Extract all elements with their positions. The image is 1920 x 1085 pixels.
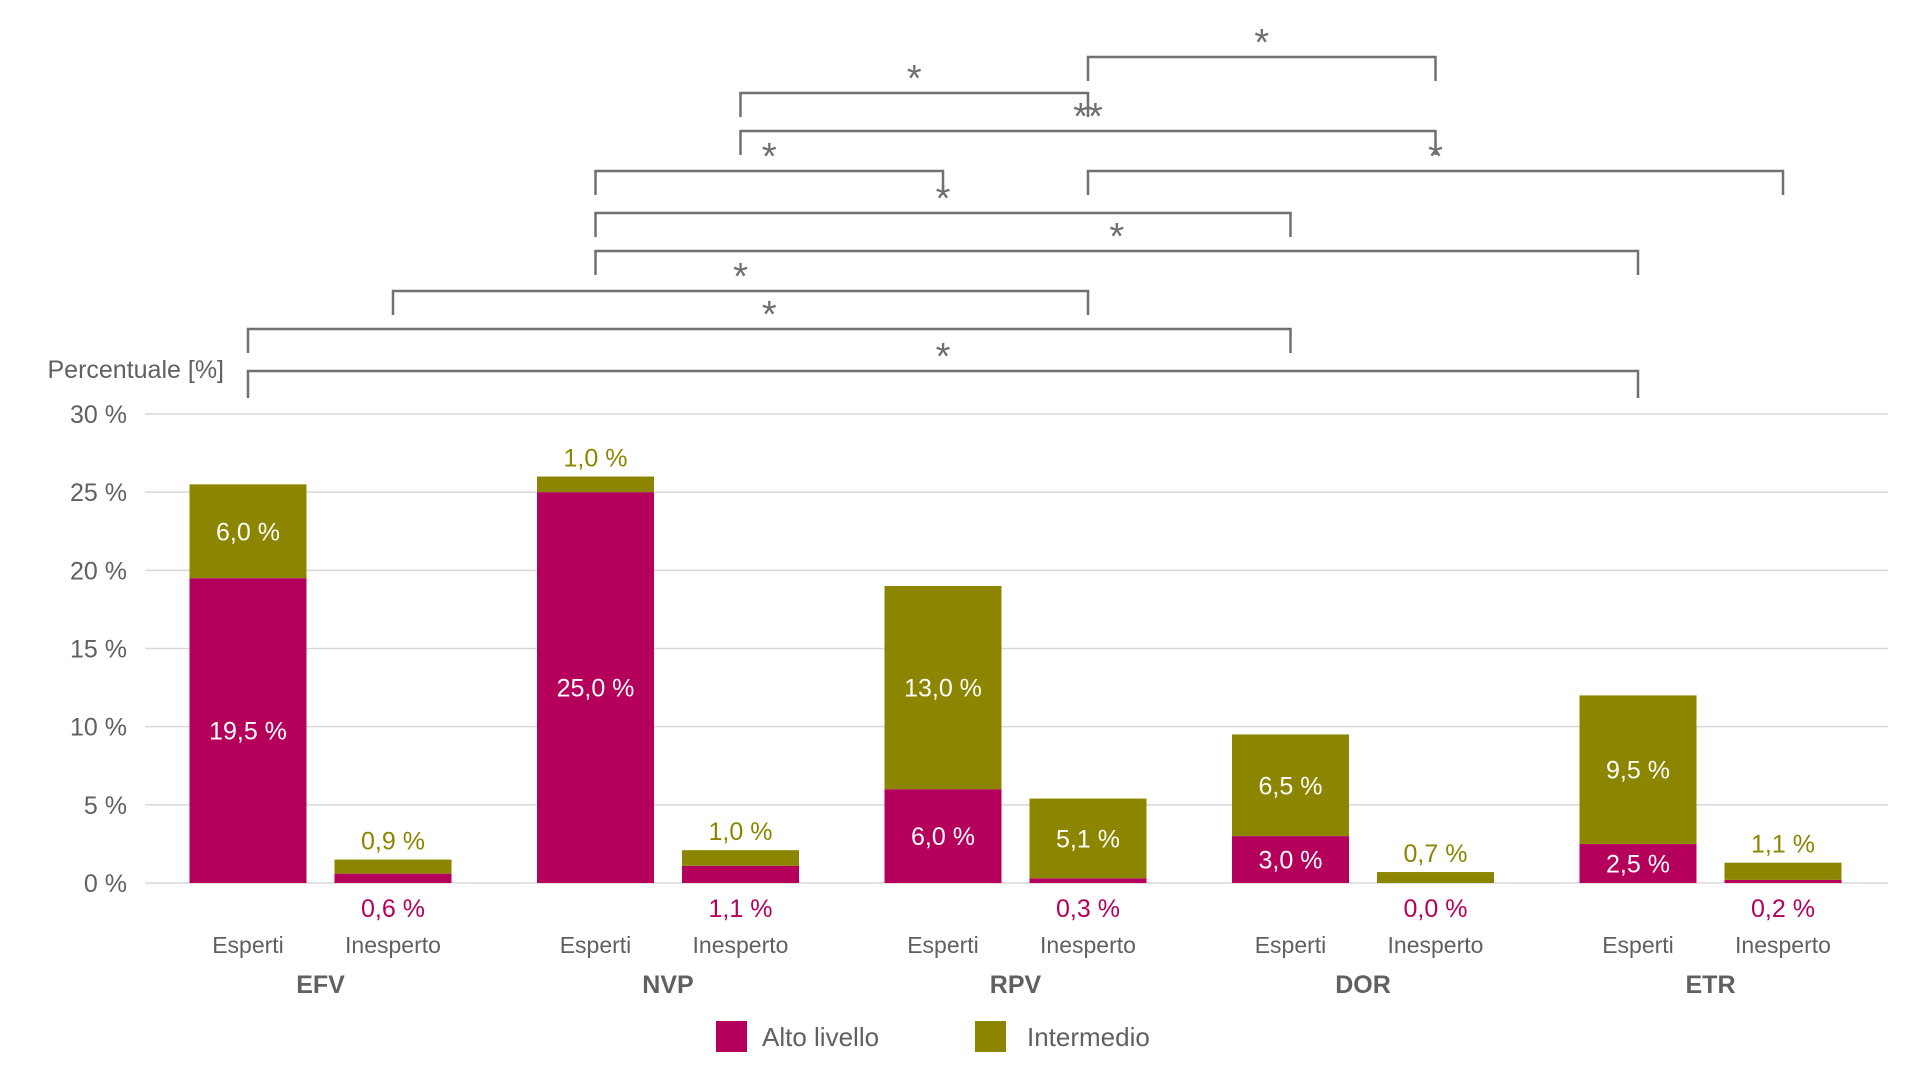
bar-segment-intermedio [189,484,307,579]
significance-marker: * [1428,136,1443,178]
bar-label-alto-livello: 6,0 % [911,823,975,851]
bar-label-alto-livello: 0,2 % [1751,895,1815,923]
significance-marker: * [1109,216,1124,258]
bar-label-alto-livello: 2,5 % [1606,850,1670,878]
x-subcategory-label: Esperti [907,932,979,958]
bar-segment-alto-livello [1232,836,1349,883]
bar-label-intermedio: 1,0 % [564,445,628,473]
bar-label-alto-livello: 0,3 % [1056,895,1120,923]
significance-marker: * [733,256,748,298]
bar-segment-alto-livello [189,578,307,883]
y-tick-label: 10 % [70,714,127,742]
x-group-label: RPV [990,971,1042,999]
bar-value-labels: 19,5 % 6,0 % 0,6 % 0,9 % 25,0 % 1,0 % 1,1 % 1,0… [209,445,1815,923]
x-subcategory-label: Esperti [1255,932,1327,958]
y-tick-label: 25 % [70,479,127,507]
x-group-label: DOR [1335,971,1391,999]
bar-segment-intermedio [537,476,654,493]
bar-label-intermedio: 6,5 % [1259,772,1323,800]
legend-label-alto-livello: Alto livello [762,1022,879,1052]
bar-label-alto-livello: 25,0 % [557,675,635,703]
significance-marker: * [762,136,777,178]
bar-segment-intermedio [1579,695,1697,844]
bar-label-intermedio: 6,0 % [216,518,280,546]
bar-segment-alto-livello [884,789,1002,883]
bar-segment-intermedio [682,850,799,866]
y-axis-title: Percentuale [%] [48,356,225,384]
y-axis-ticks: 0 % 5 % 10 % 15 % 20 % 25 % 30 % [70,401,127,898]
bar-label-intermedio: 9,5 % [1606,757,1670,785]
significance-bracket [594,249,1640,275]
bar-label-alto-livello: 0,0 % [1404,895,1468,923]
x-subcategory-label: Esperti [212,932,284,958]
significance-marker: * [936,178,951,220]
bar-label-alto-livello: 19,5 % [209,718,287,746]
significance-bracket [391,289,1090,315]
x-group-label: ETR [1686,971,1736,999]
bar-segment-alto-livello [334,873,452,883]
bar-segment-intermedio [334,859,452,874]
significance-marker: * [1254,22,1269,64]
x-axis-labels: Esperti Inesperto Esperti Inesperto Esperti I… [212,932,1831,999]
y-tick-label: 15 % [70,636,127,664]
x-group-label: NVP [642,971,693,999]
significance-bracket [246,327,1292,353]
x-subcategory-label: Esperti [560,932,632,958]
significance-marker: * [936,336,951,378]
bar-label-alto-livello: 3,0 % [1259,847,1323,875]
y-tick-label: 5 % [84,792,127,820]
x-subcategory-label: Inesperto [345,932,441,958]
bars [189,476,1842,883]
bar-label-intermedio: 5,1 % [1056,825,1120,853]
bar-label-alto-livello: 1,1 % [709,895,773,923]
legend: Alto livello Intermedio [716,1021,1150,1052]
bar-segment-alto-livello [1724,879,1842,883]
y-tick-label: 0 % [84,870,127,898]
y-tick-label: 20 % [70,557,127,585]
bar-segment-alto-livello [682,865,799,883]
y-tick-label: 30 % [70,401,127,429]
significance-bracket [1086,169,1785,195]
bar-segment-intermedio [1232,734,1349,837]
x-subcategory-label: Inesperto [1388,932,1484,958]
bar-segment-alto-livello [1579,843,1697,883]
significance-bracket [594,211,1292,237]
significance-bracket [246,369,1640,398]
x-subcategory-label: Esperti [1602,932,1674,958]
bar-segment-intermedio [1029,798,1147,879]
bar-label-intermedio: 0,9 % [361,828,425,856]
significance-marker: * [907,58,922,100]
bar-label-intermedio: 13,0 % [904,675,982,703]
significance-bracket [594,169,945,195]
x-group-label: EFV [296,971,345,999]
bar-label-intermedio: 0,7 % [1404,840,1468,868]
significance-bracket [739,91,1090,117]
bar-label-alto-livello: 0,6 % [361,895,425,923]
bar-segment-intermedio [1724,862,1842,880]
legend-swatch-alto-livello [716,1021,747,1052]
significance-marker: * [762,294,777,336]
bar-segment-intermedio [1377,872,1494,883]
x-subcategory-label: Inesperto [693,932,789,958]
x-subcategory-label: Inesperto [1735,932,1831,958]
legend-swatch-intermedio [975,1021,1006,1052]
bar-label-intermedio: 1,1 % [1751,831,1815,859]
legend-label-intermedio: Intermedio [1027,1022,1150,1052]
bar-segment-alto-livello [537,492,654,883]
bar-segment-alto-livello [1029,878,1147,883]
x-subcategory-label: Inesperto [1040,932,1136,958]
significance-brackets: ***** ****** [246,22,1785,398]
gridlines [145,413,1888,884]
significance-bracket [739,129,1437,155]
bar-segment-intermedio [884,585,1002,790]
significance-marker: ** [1073,96,1103,138]
bar-label-intermedio: 1,0 % [709,818,773,846]
significance-bracket [1086,55,1437,81]
